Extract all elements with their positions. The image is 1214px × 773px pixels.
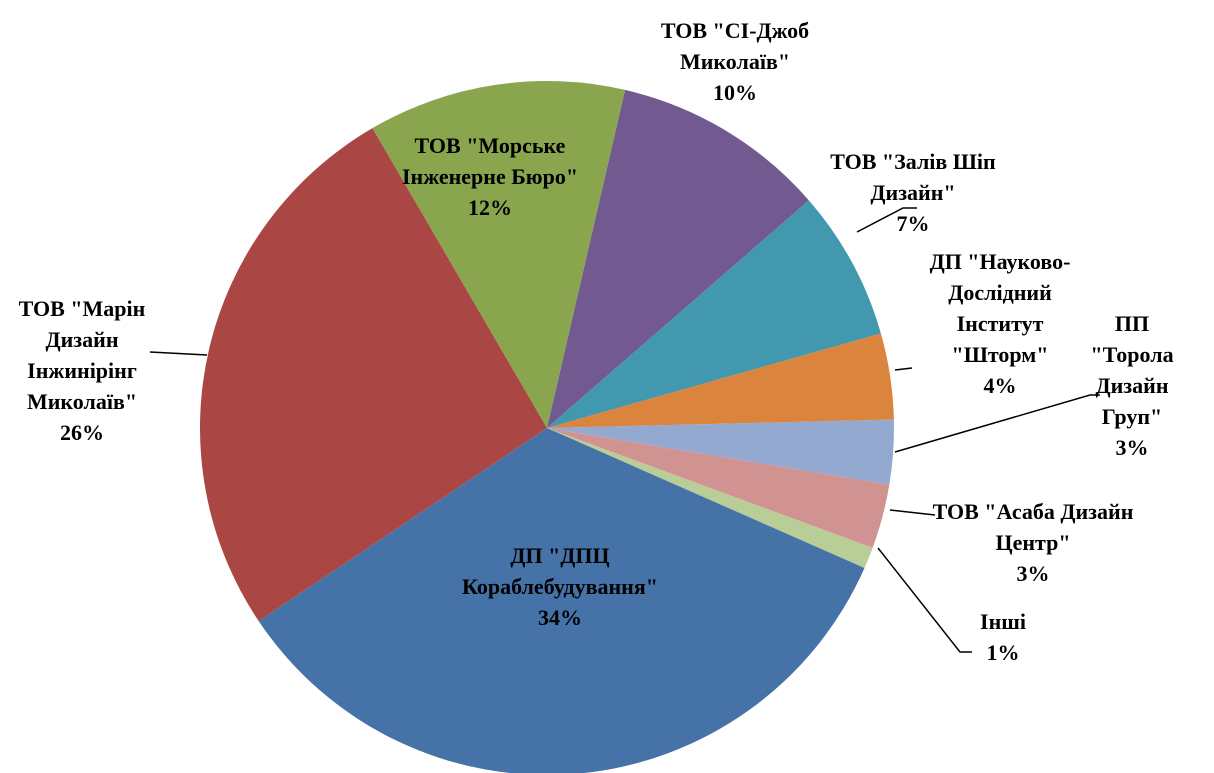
value-label: 10% [713, 80, 757, 105]
slice [547, 333, 894, 428]
slice-label: ТОВ "Морське Інженерне Бюро" 12% [400, 130, 580, 223]
slice-label: ТОВ "Марін Дизайн Інжинірінг Миколаїв" 26… [0, 293, 167, 448]
slice-label: ДП "Науково-Дослідний Інститут "Шторм" 4% [910, 246, 1090, 401]
leader-line [894, 394, 1100, 453]
slice [547, 419, 894, 485]
leader-lines [149, 207, 1100, 653]
category-label: Інші [980, 609, 1026, 634]
slice-label: ПП "Торола Дизайн Груп" 3% [1082, 308, 1182, 463]
category-label: ДП "ДПЦ Кораблебудування" [462, 543, 658, 599]
value-label: 1% [986, 640, 1020, 665]
leader-line [889, 509, 936, 516]
category-label: ТОВ "Марін Дизайн Інжинірінг Миколаїв" [18, 296, 146, 414]
slice [547, 428, 873, 569]
value-label: 3% [1115, 435, 1149, 460]
category-label: ТОВ "Морське Інженерне Бюро" [401, 133, 579, 189]
slice [372, 80, 626, 428]
slice-label: ТОВ "Залів Шіп Дизайн" 7% [828, 146, 998, 239]
category-label: ТОВ "СІ-Джоб Миколаїв" [660, 18, 810, 74]
slice-label: ТОВ "Асаба Дизайн Центр" 3% [928, 496, 1138, 589]
value-label: 12% [468, 195, 512, 220]
slices [199, 80, 894, 773]
slice [258, 428, 865, 773]
value-label: 34% [538, 605, 582, 630]
category-label: ПП "Торола Дизайн Груп" [1090, 311, 1174, 429]
category-label: ДП "Науково-Дослідний Інститут "Шторм" [929, 249, 1071, 367]
slice [547, 200, 881, 428]
category-label: ТОВ "Асаба Дизайн Центр" [932, 499, 1134, 555]
leader-line [856, 207, 917, 233]
category-label: ТОВ "Залів Шіп Дизайн" [830, 149, 996, 205]
value-label: 26% [60, 420, 104, 445]
value-label: 4% [983, 373, 1017, 398]
leader-line [877, 547, 972, 653]
slice-label: Інші 1% [953, 606, 1053, 668]
value-label: 7% [896, 211, 930, 236]
leader-line [894, 367, 913, 371]
slice-label: ДП "ДПЦ Кораблебудування" 34% [435, 540, 685, 633]
value-label: 3% [1016, 561, 1050, 586]
slice [547, 89, 809, 428]
slice-label: ТОВ "СІ-Джоб Миколаїв" 10% [630, 15, 840, 108]
leader-line [149, 351, 208, 356]
slice [547, 428, 890, 548]
slice [199, 128, 547, 622]
